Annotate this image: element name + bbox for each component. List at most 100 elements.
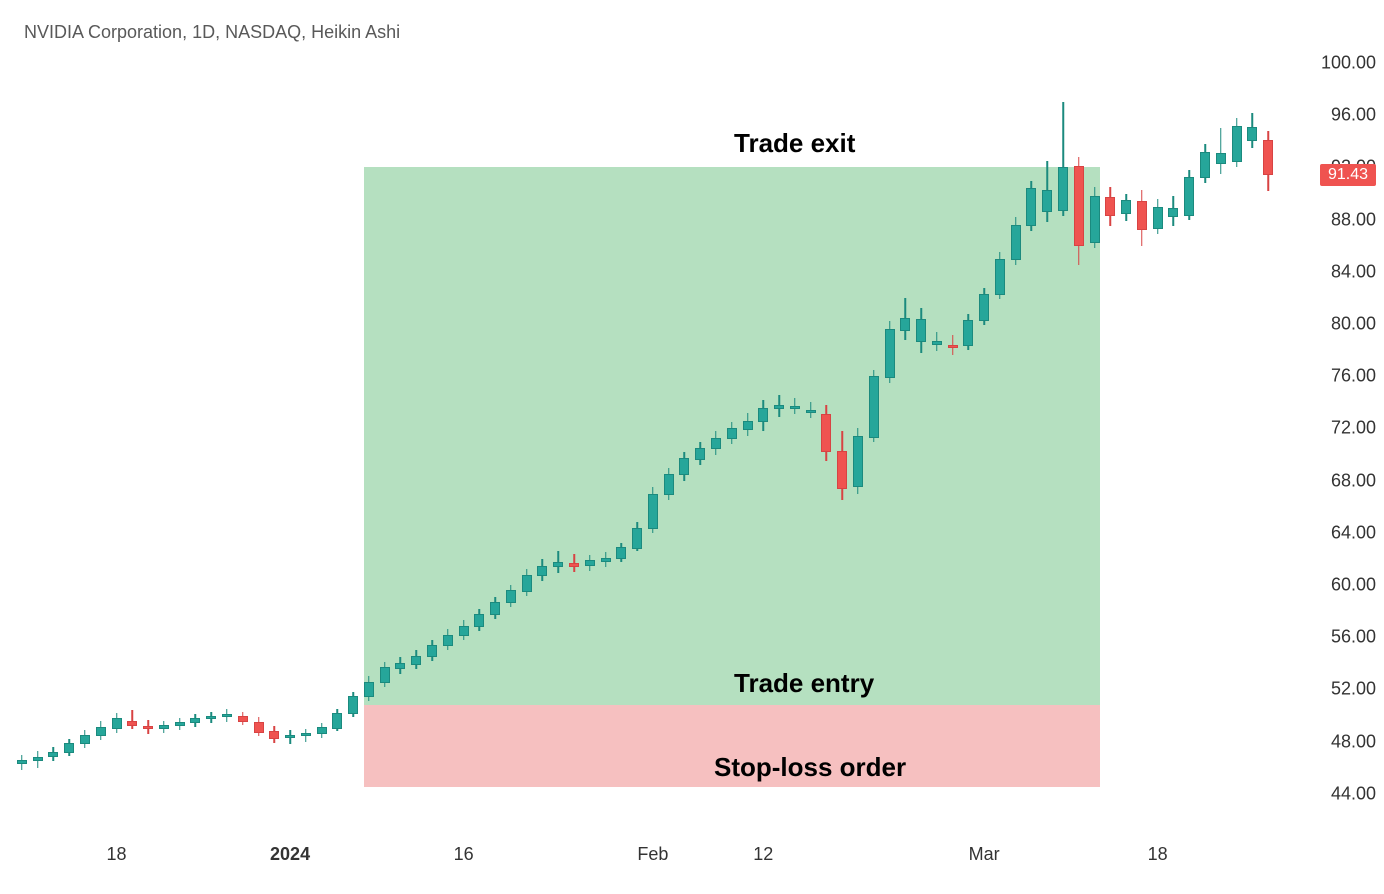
candle bbox=[33, 50, 43, 820]
candle bbox=[206, 50, 216, 820]
candle bbox=[727, 50, 737, 820]
candle bbox=[537, 50, 547, 820]
annotation-trade-exit: Trade exit bbox=[734, 128, 855, 159]
y-tick: 76.00 bbox=[1276, 366, 1376, 387]
candle bbox=[364, 50, 374, 820]
candle bbox=[1090, 50, 1100, 820]
candle bbox=[1074, 50, 1084, 820]
y-tick: 72.00 bbox=[1276, 418, 1376, 439]
candle bbox=[1011, 50, 1021, 820]
candle bbox=[979, 50, 989, 820]
candle bbox=[885, 50, 895, 820]
y-tick: 84.00 bbox=[1276, 261, 1376, 282]
candle bbox=[1153, 50, 1163, 820]
x-tick: 2024 bbox=[270, 844, 310, 865]
candle bbox=[585, 50, 595, 820]
candle bbox=[459, 50, 469, 820]
candle bbox=[190, 50, 200, 820]
candle bbox=[1058, 50, 1068, 820]
candle bbox=[1232, 50, 1242, 820]
annotation-stop-loss: Stop-loss order bbox=[714, 752, 906, 783]
candle bbox=[821, 50, 831, 820]
candle bbox=[222, 50, 232, 820]
y-tick: 100.00 bbox=[1276, 53, 1376, 74]
candle bbox=[963, 50, 973, 820]
x-tick: Feb bbox=[637, 844, 668, 865]
candle bbox=[411, 50, 421, 820]
candle bbox=[569, 50, 579, 820]
candle bbox=[774, 50, 784, 820]
candle bbox=[159, 50, 169, 820]
candle bbox=[348, 50, 358, 820]
candle bbox=[1026, 50, 1036, 820]
plot-area[interactable]: Trade exit Trade entry Stop-loss order bbox=[14, 50, 1276, 820]
candle bbox=[443, 50, 453, 820]
candle bbox=[175, 50, 185, 820]
y-tick: 60.00 bbox=[1276, 575, 1376, 596]
x-tick: 18 bbox=[1148, 844, 1168, 865]
candle bbox=[616, 50, 626, 820]
y-tick: 52.00 bbox=[1276, 679, 1376, 700]
candle bbox=[790, 50, 800, 820]
y-tick: 56.00 bbox=[1276, 627, 1376, 648]
candle bbox=[506, 50, 516, 820]
candle bbox=[853, 50, 863, 820]
candle bbox=[48, 50, 58, 820]
candle bbox=[332, 50, 342, 820]
candle bbox=[648, 50, 658, 820]
candle bbox=[869, 50, 879, 820]
y-tick: 80.00 bbox=[1276, 314, 1376, 335]
y-tick: 44.00 bbox=[1276, 783, 1376, 804]
y-tick: 96.00 bbox=[1276, 105, 1376, 126]
candle bbox=[474, 50, 484, 820]
candle bbox=[1121, 50, 1131, 820]
candle bbox=[522, 50, 532, 820]
candle bbox=[1105, 50, 1115, 820]
candle bbox=[64, 50, 74, 820]
candle bbox=[632, 50, 642, 820]
candle bbox=[995, 50, 1005, 820]
x-tick: 18 bbox=[107, 844, 127, 865]
x-tick: 12 bbox=[753, 844, 773, 865]
candle bbox=[380, 50, 390, 820]
candle bbox=[553, 50, 563, 820]
candle bbox=[254, 50, 264, 820]
candle bbox=[1184, 50, 1194, 820]
candle bbox=[317, 50, 327, 820]
chart-title: NVIDIA Corporation, 1D, NASDAQ, Heikin A… bbox=[24, 22, 400, 43]
candle bbox=[238, 50, 248, 820]
candle bbox=[395, 50, 405, 820]
y-tick: 64.00 bbox=[1276, 522, 1376, 543]
x-tick: Mar bbox=[969, 844, 1000, 865]
x-axis: 18 2024 16 Feb 12 Mar 18 bbox=[14, 844, 1276, 874]
candle bbox=[916, 50, 926, 820]
candle bbox=[285, 50, 295, 820]
y-tick: 48.00 bbox=[1276, 731, 1376, 752]
candle bbox=[1200, 50, 1210, 820]
candle bbox=[743, 50, 753, 820]
candle bbox=[269, 50, 279, 820]
candle bbox=[96, 50, 106, 820]
candle bbox=[127, 50, 137, 820]
current-price-tag: 91.43 bbox=[1320, 164, 1376, 186]
candle bbox=[1216, 50, 1226, 820]
candle bbox=[664, 50, 674, 820]
candle bbox=[679, 50, 689, 820]
candle bbox=[932, 50, 942, 820]
candle bbox=[17, 50, 27, 820]
candle bbox=[427, 50, 437, 820]
candle bbox=[695, 50, 705, 820]
candle bbox=[1247, 50, 1257, 820]
y-tick: 88.00 bbox=[1276, 209, 1376, 230]
candle bbox=[1263, 50, 1273, 820]
candle bbox=[1042, 50, 1052, 820]
candle bbox=[112, 50, 122, 820]
candle bbox=[1137, 50, 1147, 820]
candle bbox=[948, 50, 958, 820]
candle bbox=[711, 50, 721, 820]
candle bbox=[900, 50, 910, 820]
candle bbox=[1168, 50, 1178, 820]
y-axis: 44.0048.0052.0056.0060.0064.0068.0072.00… bbox=[1276, 50, 1376, 820]
x-tick: 16 bbox=[454, 844, 474, 865]
candle bbox=[758, 50, 768, 820]
